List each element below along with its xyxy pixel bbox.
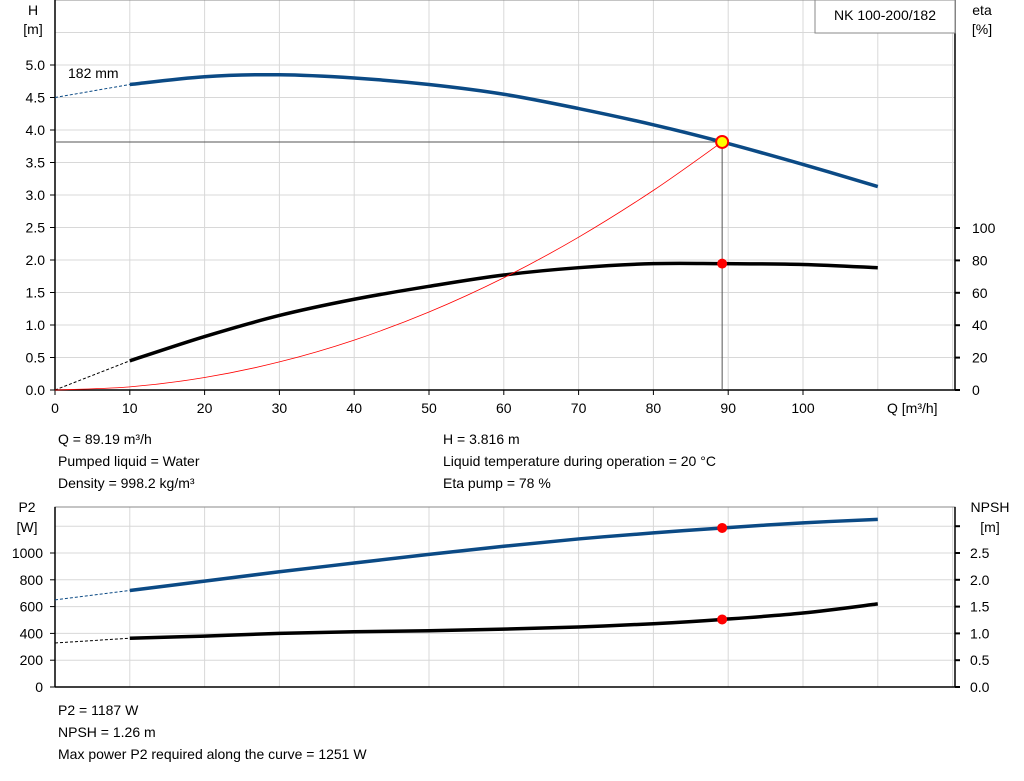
y-tick-label-right: 20 <box>972 350 988 366</box>
flow-readout: Q = 89.19 m³/h <box>58 431 152 447</box>
y-tick-label-left: 3.0 <box>26 187 46 203</box>
y-axis-label-left-name: H <box>28 2 38 18</box>
eta-readout: Eta pump = 78 % <box>443 475 551 491</box>
max-power-readout: Max power P2 required along the curve = … <box>58 746 367 762</box>
y-tick-label-right: 100 <box>972 220 996 236</box>
impeller-diameter-label: 182 mm <box>68 65 119 81</box>
y-tick-label-right: 0.0 <box>970 679 990 695</box>
x-tick-label: 50 <box>421 400 437 416</box>
y-tick-label-left: 0.5 <box>26 350 46 366</box>
y-tick-label-right: 2.5 <box>970 545 990 561</box>
H-extrapolated-line <box>54 84 130 98</box>
y-tick-label-left: 2.0 <box>26 252 46 268</box>
p2-readout: P2 = 1187 W <box>58 702 139 718</box>
y-axis-label-right-unit: [%] <box>972 21 992 37</box>
y-tick-label-left: 4.5 <box>26 90 46 106</box>
y-tick-label-right: 1.5 <box>970 599 990 615</box>
x-tick-label: 20 <box>197 400 213 416</box>
y-tick-label-left: 800 <box>20 572 44 588</box>
y-axis-label-left-name: P2 <box>18 499 35 515</box>
x-tick-label: 100 <box>791 400 815 416</box>
y-tick-label-left: 5.0 <box>26 57 46 73</box>
x-tick-label: 80 <box>646 400 662 416</box>
info-top-left: Q = 89.19 m³/h Pumped liquid = Water Den… <box>58 428 200 494</box>
head-readout: H = 3.816 m <box>443 431 520 447</box>
y-tick-label-right: 0 <box>972 382 980 398</box>
y-tick-label-left: 600 <box>20 599 44 615</box>
P2-curve <box>129 517 878 593</box>
y-axis-label-left-unit: [m] <box>23 21 42 37</box>
y-tick-label-right: 80 <box>972 252 988 268</box>
info-top-right: H = 3.816 m Liquid temperature during op… <box>443 428 716 494</box>
npsh-readout: NPSH = 1.26 m <box>58 724 156 740</box>
y-axis-label-left-unit: [W] <box>17 519 38 535</box>
p2-operating-point <box>717 522 728 533</box>
y-tick-label-right: 1.0 <box>970 625 990 641</box>
y-axis-label-right-unit: [m] <box>980 519 999 535</box>
x-tick-label: 70 <box>571 400 587 416</box>
NPSH-extrapolated-line <box>54 637 130 644</box>
x-axis-label: Q [m³/h] <box>887 400 938 416</box>
x-tick-label: 60 <box>496 400 512 416</box>
NPSH-curve <box>129 602 879 640</box>
x-tick-label: 40 <box>346 400 362 416</box>
x-tick-label: 90 <box>720 400 736 416</box>
npsh-operating-point <box>717 614 728 625</box>
H-curve <box>129 72 879 189</box>
y-tick-label-right: 0.5 <box>970 652 990 668</box>
eta-curve <box>129 261 878 363</box>
density-readout: Density = 998.2 kg/m³ <box>58 475 195 491</box>
y-tick-label-right: 2.0 <box>970 572 990 588</box>
y-tick-label-left: 4.0 <box>26 122 46 138</box>
eta-extrapolated-line <box>54 360 130 391</box>
y-tick-label-left: 1000 <box>12 545 43 561</box>
x-tick-label: 0 <box>51 400 59 416</box>
x-tick-label: 30 <box>272 400 288 416</box>
temperature-readout: Liquid temperature during operation = 20… <box>443 453 716 469</box>
y-tick-label-left: 1.0 <box>26 317 46 333</box>
x-tick-label: 10 <box>122 400 138 416</box>
y-tick-label-left: 0.0 <box>26 382 46 398</box>
y-tick-label-right: 40 <box>972 317 988 333</box>
y-tick-label-left: 0 <box>35 679 43 695</box>
liquid-readout: Pumped liquid = Water <box>58 453 200 469</box>
info-bottom: P2 = 1187 W NPSH = 1.26 m Max power P2 r… <box>58 699 367 765</box>
pump-model-box <box>814 0 956 34</box>
y-axis-label-right-name: NPSH <box>971 499 1010 515</box>
y-tick-label-right: 60 <box>972 285 988 301</box>
P2-extrapolated-line <box>54 590 130 601</box>
head-operating-point <box>715 134 730 149</box>
pump-model-label: NK 100-200/182 <box>834 7 936 23</box>
y-tick-label-left: 2.5 <box>26 220 46 236</box>
system-curve <box>54 141 723 391</box>
y-tick-label-left: 3.5 <box>26 155 46 171</box>
y-tick-label-left: 200 <box>20 652 44 668</box>
y-tick-label-left: 400 <box>20 625 44 641</box>
y-axis-label-right-name: eta <box>972 2 992 18</box>
eta-operating-point <box>717 258 728 269</box>
y-tick-label-left: 1.5 <box>26 285 46 301</box>
